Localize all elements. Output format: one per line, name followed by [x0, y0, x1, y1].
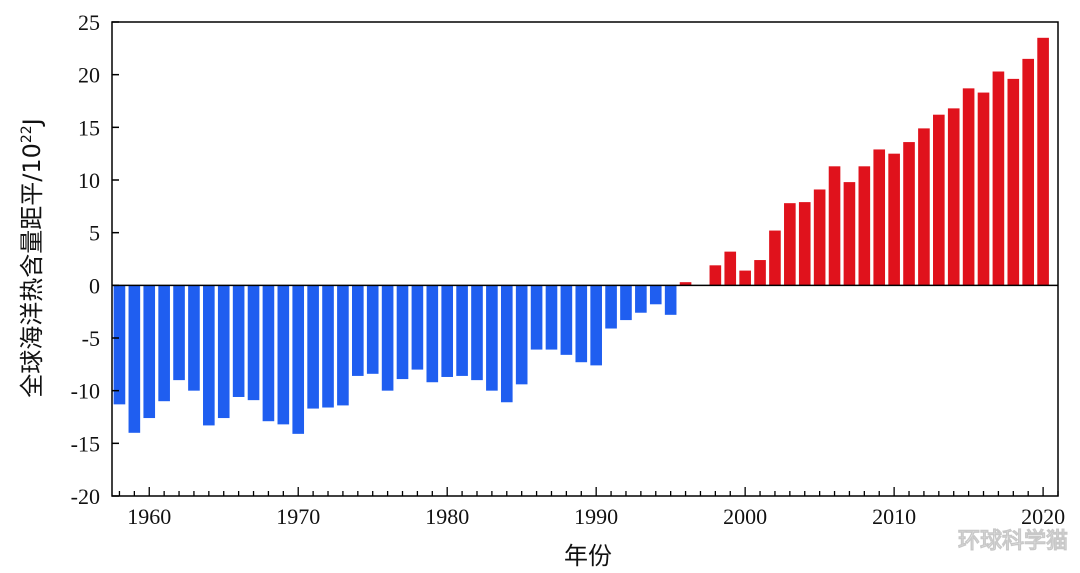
bars-group: [113, 37, 1049, 434]
x-tick-label-1980: 1980: [425, 504, 469, 529]
y-axis-title-superscript: 22: [19, 125, 35, 143]
bar-2002: [769, 230, 781, 286]
bar-1989: [575, 285, 588, 363]
x-tick-label-2000: 2000: [723, 504, 767, 529]
bar-1991: [605, 285, 617, 329]
bar-2015: [962, 88, 975, 286]
axes-group: [111, 21, 1059, 497]
bar-2014: [947, 108, 960, 286]
x-axis-title: 年份: [564, 542, 612, 570]
bar-1996: [679, 282, 692, 286]
bar-1964: [203, 285, 215, 426]
bar-2004: [798, 202, 811, 286]
bar-2009: [873, 149, 886, 286]
bar-1962: [173, 285, 185, 381]
x-tick-label-1970: 1970: [276, 504, 320, 529]
bar-2018: [1007, 78, 1020, 286]
bar-1961: [158, 285, 170, 402]
bar-2003: [784, 203, 796, 286]
y-tick-label-25: 25: [78, 10, 100, 35]
bar-1968: [262, 285, 275, 422]
bar-2012: [918, 128, 930, 286]
y-tick-label-15: 15: [78, 115, 100, 140]
y-tick-label-0: 0: [89, 273, 100, 298]
bar-2008: [858, 166, 871, 286]
bar-2020: [1037, 37, 1049, 286]
bar-1971: [307, 285, 319, 409]
bar-1966: [232, 285, 245, 397]
bar-1983: [486, 285, 498, 391]
bar-1965: [217, 285, 230, 419]
bar-1986: [530, 285, 543, 350]
bar-1994: [649, 285, 662, 305]
bar-1960: [143, 285, 156, 419]
y-axis-title-main: 全球海洋热含量距平/10: [18, 143, 46, 398]
bar-1977: [396, 285, 409, 380]
x-tick-label-2020: 2020: [1021, 504, 1065, 529]
bar-1988: [560, 285, 573, 355]
bar-1993: [635, 285, 647, 313]
bar-1999: [724, 251, 737, 286]
y-tick-label--5: -5: [82, 326, 100, 351]
bar-2006: [828, 166, 841, 286]
bar-1995: [664, 285, 677, 315]
bar-1987: [545, 285, 558, 350]
bar-1981: [456, 285, 468, 376]
bar-1978: [411, 285, 424, 370]
bar-1959: [128, 285, 141, 433]
bar-1980: [441, 285, 454, 377]
bar-1963: [188, 285, 200, 391]
x-tick-label-2010: 2010: [872, 504, 916, 529]
bar-2017: [992, 71, 1005, 286]
bar-2001: [754, 260, 766, 286]
bar-1998: [709, 265, 722, 286]
bar-2005: [813, 189, 826, 286]
bar-2010: [888, 153, 900, 286]
x-tick-label-1990: 1990: [574, 504, 618, 529]
bar-1970: [292, 285, 305, 434]
bar-1982: [471, 285, 483, 381]
bar-1976: [381, 285, 394, 391]
y-tick-label--20: -20: [71, 484, 100, 509]
x-tick-label-1960: 1960: [127, 504, 171, 529]
y-tick-label-5: 5: [89, 221, 100, 246]
y-tick-label--10: -10: [71, 379, 100, 404]
bar-1972: [322, 285, 334, 408]
y-tick-label-10: 10: [78, 168, 100, 193]
y-axis-title: 全球海洋热含量距平/1022J: [18, 118, 46, 398]
watermark: 环球科学猫: [958, 528, 1068, 554]
bar-1958: [113, 285, 126, 405]
bar-2019: [1022, 58, 1035, 286]
bar-2011: [903, 142, 915, 286]
bar-1969: [277, 285, 290, 425]
bar-1974: [352, 285, 364, 376]
bar-1985: [515, 285, 528, 385]
bar-1992: [620, 285, 632, 321]
y-axis-title-unit: J: [18, 118, 46, 127]
bar-2013: [933, 114, 945, 286]
bar-2000: [739, 270, 751, 286]
x-ticks-group: 1960 1970 1980 1990 2000 2010 2020: [118, 487, 1065, 529]
bar-1973: [337, 285, 349, 406]
bar-1979: [426, 285, 439, 383]
bar-1984: [500, 285, 513, 403]
bar-1975: [366, 285, 379, 374]
plot-frame: [111, 21, 1059, 497]
bar-2016: [977, 92, 990, 286]
y-tick-label-20: 20: [78, 63, 100, 88]
y-tick-label--15: -15: [71, 431, 100, 456]
bar-1990: [590, 285, 602, 366]
y-ticks-group: 25 20 15 10 5 0 -5 -10 -15 -20: [71, 10, 119, 509]
bar-2007: [843, 182, 856, 286]
bar-1967: [247, 285, 260, 401]
